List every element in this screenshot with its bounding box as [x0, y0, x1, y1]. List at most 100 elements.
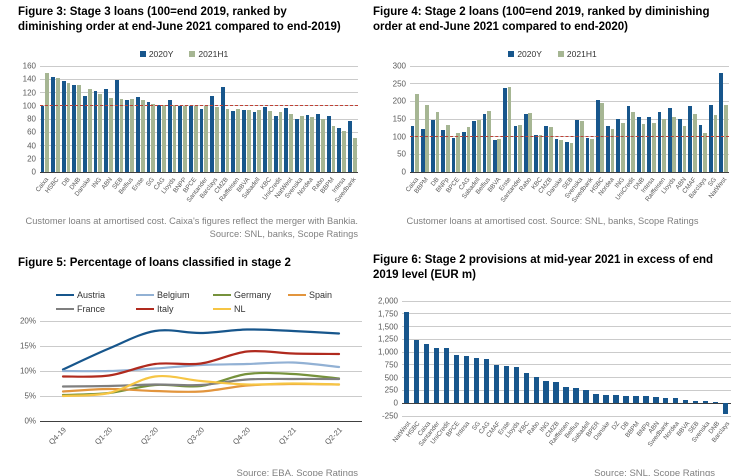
bar	[631, 111, 635, 172]
bar	[104, 88, 109, 172]
gridline	[40, 395, 362, 397]
gridline	[402, 364, 731, 366]
legend-item: 2021H1	[557, 49, 597, 59]
bar	[523, 373, 529, 404]
figure4-title: Figure 4: Stage 2 loans (100=end 2019, r…	[373, 6, 710, 33]
figure4-caption-source: Customer loans at amortised cost. Source…	[406, 216, 699, 226]
bar	[513, 125, 518, 172]
legend-label: 2020Y	[517, 49, 542, 59]
figure6-caption-source: Source: SNL, Scope Ratings	[594, 468, 715, 476]
x-axis-tick-label: Q1-20	[93, 425, 115, 447]
bar	[538, 135, 543, 172]
y-axis-tick-label: 1,000	[377, 347, 398, 357]
gridline	[410, 100, 729, 102]
x-axis-tick-label: Q2-21	[323, 425, 345, 447]
x-axis-tick-label: Q4-19	[47, 425, 69, 447]
legend-label: NL	[234, 304, 246, 314]
bar	[483, 359, 490, 404]
y-axis-tick-label: 40	[27, 141, 36, 150]
bar	[72, 84, 77, 172]
gridline	[40, 158, 358, 160]
legend-color-swatch	[136, 293, 154, 297]
bar	[593, 393, 599, 404]
bar	[278, 112, 283, 172]
y-axis-tick-label: 2,000	[377, 296, 398, 306]
figure4-panel: Figure 4: Stage 2 loans (100=end 2019, r…	[368, 0, 737, 248]
bar	[193, 106, 198, 172]
legend-label: 2021H1	[566, 49, 597, 59]
bar	[446, 124, 450, 172]
figure5-legend: Austria Belgium Germany Spain France Italy NL	[56, 290, 350, 314]
refline-100	[410, 135, 729, 137]
bar	[435, 111, 440, 172]
bar	[136, 97, 140, 172]
bar	[348, 120, 352, 172]
series-line-belgium	[61, 361, 341, 373]
gridline	[410, 118, 729, 120]
legend-label: France	[77, 304, 106, 314]
gridline	[40, 65, 358, 67]
bar	[487, 110, 491, 172]
bar	[575, 119, 579, 172]
y-axis-tick-label: 20	[27, 154, 36, 164]
legend-color-swatch	[213, 293, 231, 297]
bar	[178, 105, 183, 172]
figure5-caption: Source: EBA, Scope Ratings	[0, 468, 358, 476]
bar	[225, 109, 230, 172]
series-line-nl	[61, 374, 341, 398]
y-axis-tick-label: 0	[401, 167, 406, 177]
x-axis-tick-label: Q3-20	[185, 425, 207, 447]
bar	[146, 101, 151, 172]
bar	[518, 125, 522, 172]
bar	[523, 113, 528, 172]
bar	[273, 115, 278, 172]
y-axis-tick-label: 1,500	[377, 322, 398, 332]
bar	[507, 87, 512, 172]
line-series-canvas	[61, 328, 341, 398]
legend-item: 2020Y	[139, 49, 174, 59]
bar	[55, 77, 60, 172]
bar	[295, 119, 299, 172]
bar	[633, 396, 639, 404]
y-axis-tick-label: 250	[384, 385, 398, 395]
bar	[77, 85, 81, 172]
bar	[657, 112, 662, 172]
legend-item: Belgium	[136, 290, 213, 300]
y-axis-tick-label: 0%	[24, 416, 36, 426]
legend-label: Belgium	[157, 290, 190, 300]
gridline	[410, 65, 729, 67]
bar	[569, 143, 574, 172]
bar	[544, 126, 549, 172]
legend-label: 2020Y	[148, 49, 174, 59]
bar	[299, 115, 304, 172]
bar	[643, 396, 649, 404]
figure3-title: Figure 3: Stage 3 loans (100=end 2019, r…	[18, 6, 341, 33]
y-axis-tick-label: 500	[384, 373, 398, 383]
figure5-caption-source: Source: EBA, Scope Ratings	[236, 468, 358, 476]
gridline	[402, 351, 731, 353]
y-axis-tick-label: 1,250	[377, 334, 398, 344]
figure5-panel: Figure 5: Percentage of loans classified…	[0, 248, 368, 476]
gridline	[410, 136, 729, 138]
bar	[236, 109, 240, 172]
gridline	[402, 326, 731, 328]
bar	[443, 348, 450, 404]
bar	[453, 355, 460, 404]
bar	[606, 126, 610, 172]
bar	[616, 118, 621, 172]
bar	[672, 116, 677, 172]
legend-item: Austria	[56, 290, 136, 300]
bar	[564, 141, 569, 172]
bar	[151, 103, 156, 172]
gridline	[402, 300, 731, 302]
bar	[713, 114, 718, 172]
bar	[451, 138, 456, 172]
bar	[246, 109, 251, 172]
bar	[119, 99, 124, 172]
bar	[533, 377, 539, 404]
bar	[492, 139, 497, 172]
x-axis-line	[40, 171, 358, 173]
gridline	[40, 345, 362, 347]
bar	[613, 395, 619, 404]
